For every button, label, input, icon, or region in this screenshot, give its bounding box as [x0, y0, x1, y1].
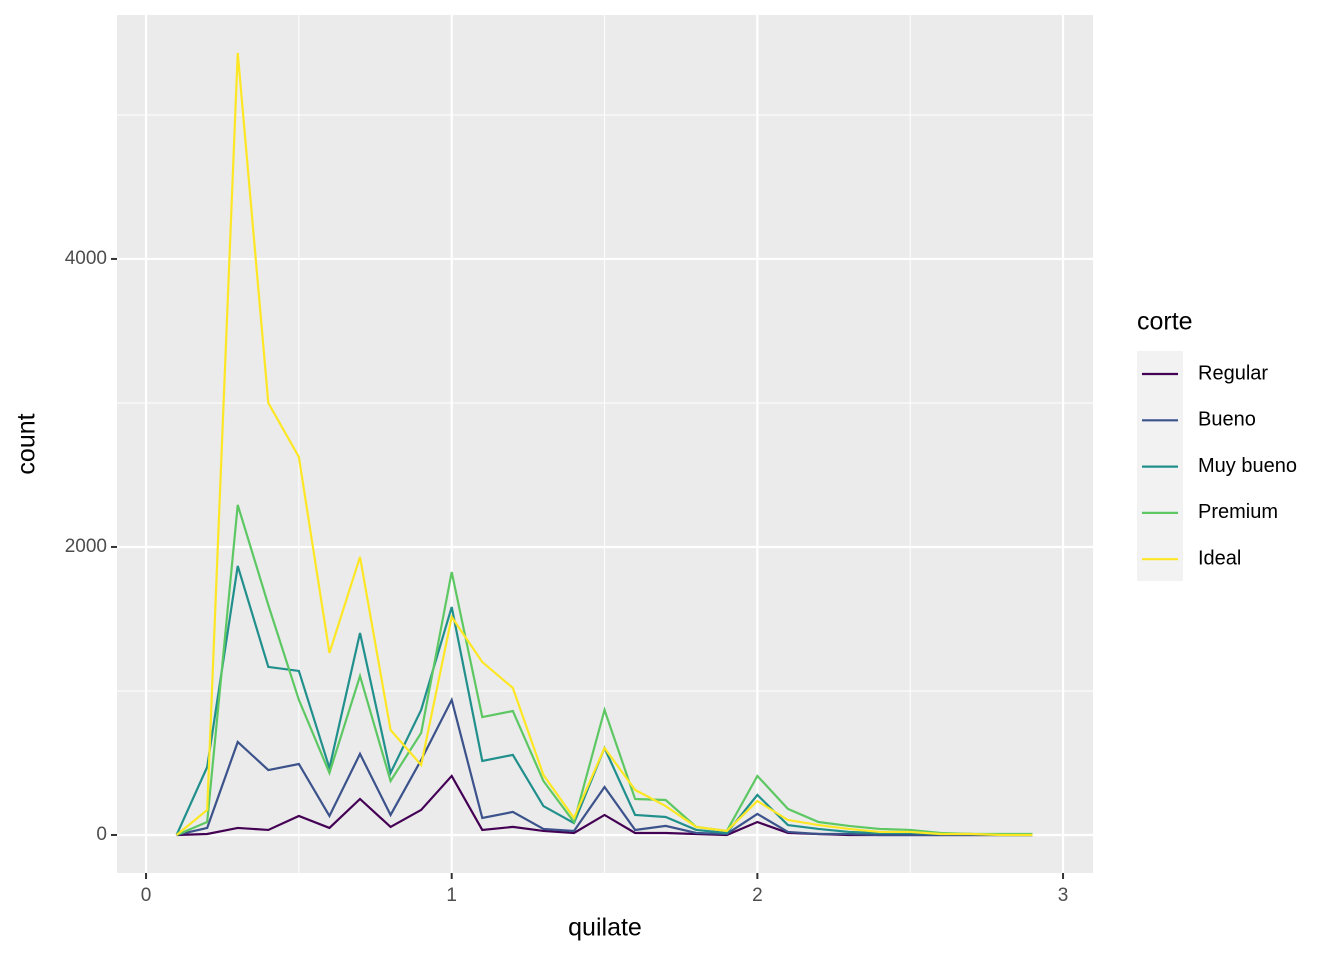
y-tick-label: 2000 [65, 536, 107, 557]
x-tick-label: 3 [1058, 885, 1069, 906]
y-tick-label: 0 [96, 824, 107, 845]
y-axis-title: count [13, 413, 41, 474]
y-tick-label: 4000 [65, 248, 107, 269]
axes: 0 1 2 3 0 2000 4000 [65, 248, 1069, 906]
lines [175, 52, 1033, 837]
legend-label: Muy bueno [1198, 455, 1297, 477]
series-line [175, 52, 1033, 837]
legend-label: Ideal [1198, 547, 1241, 569]
x-tick-label: 1 [446, 885, 457, 906]
legend: corte Regular Bueno Muy bueno Premium Ideal [1137, 308, 1297, 581]
legend-title: corte [1137, 308, 1193, 336]
legend-label: Regular [1198, 362, 1268, 384]
series-line [176, 696, 1033, 837]
x-axis-title: quilate [568, 914, 642, 942]
x-tick-label: 2 [752, 885, 763, 906]
legend-label: Premium [1198, 501, 1278, 523]
legend-label: Bueno [1198, 409, 1256, 431]
x-tick-label: 0 [141, 885, 152, 906]
series-line [176, 504, 1033, 836]
